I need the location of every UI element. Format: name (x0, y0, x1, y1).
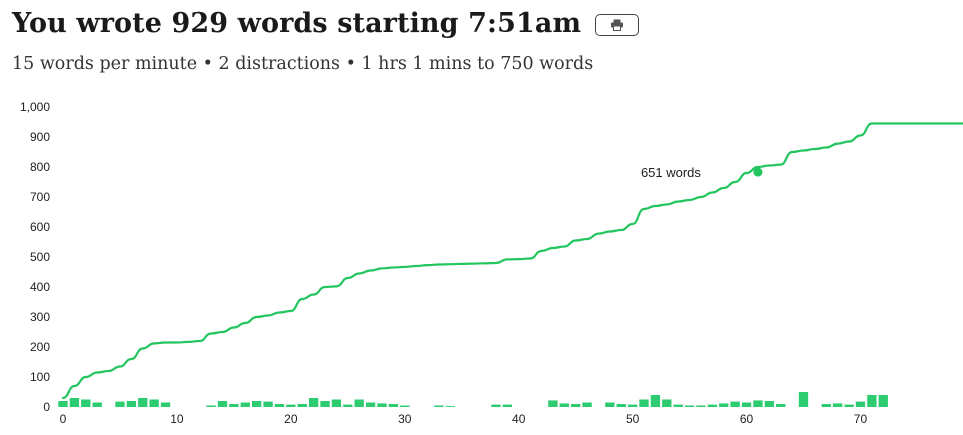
distraction-bar (252, 401, 262, 407)
distraction-bar (867, 395, 877, 407)
distraction-bar (58, 401, 68, 407)
x-tick-label: 0 (60, 412, 67, 426)
x-tick-label: 20 (284, 412, 298, 426)
page-title: You wrote 929 words starting 7:51am (12, 8, 582, 39)
distraction-bar (263, 401, 273, 407)
distraction-bar (833, 403, 843, 407)
annotation-point (753, 167, 763, 177)
x-tick-label: 70 (854, 412, 868, 426)
distraction-bar (331, 399, 342, 407)
words-chart: 0 100 200 300 400 500 600 700 800 900 1,000 0 10 20 3… (20, 100, 963, 426)
y-tick-label: 0 (43, 400, 50, 414)
distraction-bar (707, 404, 718, 407)
distraction-bar (753, 400, 763, 407)
x-tick-label: 60 (740, 412, 754, 426)
distraction-bar (434, 405, 444, 407)
distraction-bar (878, 395, 888, 407)
distraction-bar (719, 403, 729, 407)
y-tick-label: 200 (30, 340, 50, 354)
x-axis-ticks: 0 10 20 30 40 50 60 70 (60, 412, 868, 426)
distraction-bar (798, 392, 809, 407)
distraction-bar (377, 403, 387, 407)
distraction-bar (149, 399, 159, 407)
printer-icon (611, 19, 624, 31)
annotation-label: 651 words (641, 165, 701, 180)
distraction-bar (115, 401, 125, 407)
distraction-bar (855, 401, 866, 407)
distraction-bar (240, 402, 250, 407)
distraction-bar (559, 403, 569, 407)
distraction-bar (570, 404, 581, 407)
distraction-bar (662, 399, 672, 407)
words-line (61, 122, 963, 400)
y-tick-label: 100 (30, 370, 50, 384)
x-tick-label: 40 (512, 412, 526, 426)
distraction-bar (696, 405, 706, 407)
x-tick-label: 30 (398, 412, 412, 426)
distraction-bar (502, 404, 512, 407)
distraction-bar (126, 401, 137, 407)
distraction-bar (730, 401, 740, 407)
distraction-bar (776, 404, 786, 407)
distraction-bar (639, 399, 649, 407)
y-axis-ticks: 0 100 200 300 400 500 600 700 800 900 1,000 (20, 100, 50, 414)
distraction-bar (365, 402, 376, 407)
distraction-bar (605, 402, 615, 407)
annotations: 651 words (641, 165, 763, 180)
distraction-bar (741, 402, 752, 407)
distraction-bar (548, 400, 558, 407)
distraction-bar (764, 401, 774, 407)
print-button[interactable] (595, 14, 640, 36)
distraction-bar (274, 404, 285, 407)
distraction-bar (92, 402, 102, 407)
distraction-bar (206, 405, 216, 407)
distraction-bar (388, 404, 399, 407)
distraction-bar (445, 406, 456, 407)
distraction-bar (582, 402, 592, 407)
distraction-bar (354, 399, 364, 407)
y-tick-label: 500 (30, 250, 50, 264)
distraction-bar (343, 404, 353, 407)
y-tick-label: 900 (30, 130, 50, 144)
x-tick-label: 10 (170, 412, 184, 426)
distraction-bar (69, 398, 80, 407)
distraction-bar (616, 404, 626, 407)
header: You wrote 929 words starting 7:51am (12, 8, 640, 39)
distraction-bar (400, 405, 410, 407)
distraction-bar (217, 401, 228, 407)
distraction-bar (81, 399, 91, 407)
y-tick-label: 300 (30, 310, 50, 324)
y-tick-label: 800 (30, 160, 50, 174)
y-tick-label: 600 (30, 220, 50, 234)
distraction-bar (286, 404, 296, 407)
distraction-bar (160, 402, 171, 407)
y-tick-label: 700 (30, 190, 50, 204)
y-tick-label: 1,000 (20, 100, 50, 114)
distraction-bar (229, 404, 239, 407)
distraction-bar (297, 404, 307, 407)
page-subtitle: 15 words per minute • 2 distractions • 1… (12, 54, 594, 74)
x-tick-label: 50 (626, 412, 640, 426)
distraction-bar (821, 404, 831, 407)
distraction-bar (844, 404, 854, 407)
distraction-bar (673, 404, 683, 407)
distraction-bar (491, 404, 501, 407)
distraction-bar (627, 404, 638, 407)
distraction-bar (320, 401, 330, 407)
distraction-bars (58, 392, 888, 407)
distraction-bar (650, 395, 661, 407)
distraction-bar (684, 405, 695, 407)
distraction-bar (308, 398, 319, 407)
distraction-bar (138, 398, 148, 407)
y-tick-label: 400 (30, 280, 50, 294)
